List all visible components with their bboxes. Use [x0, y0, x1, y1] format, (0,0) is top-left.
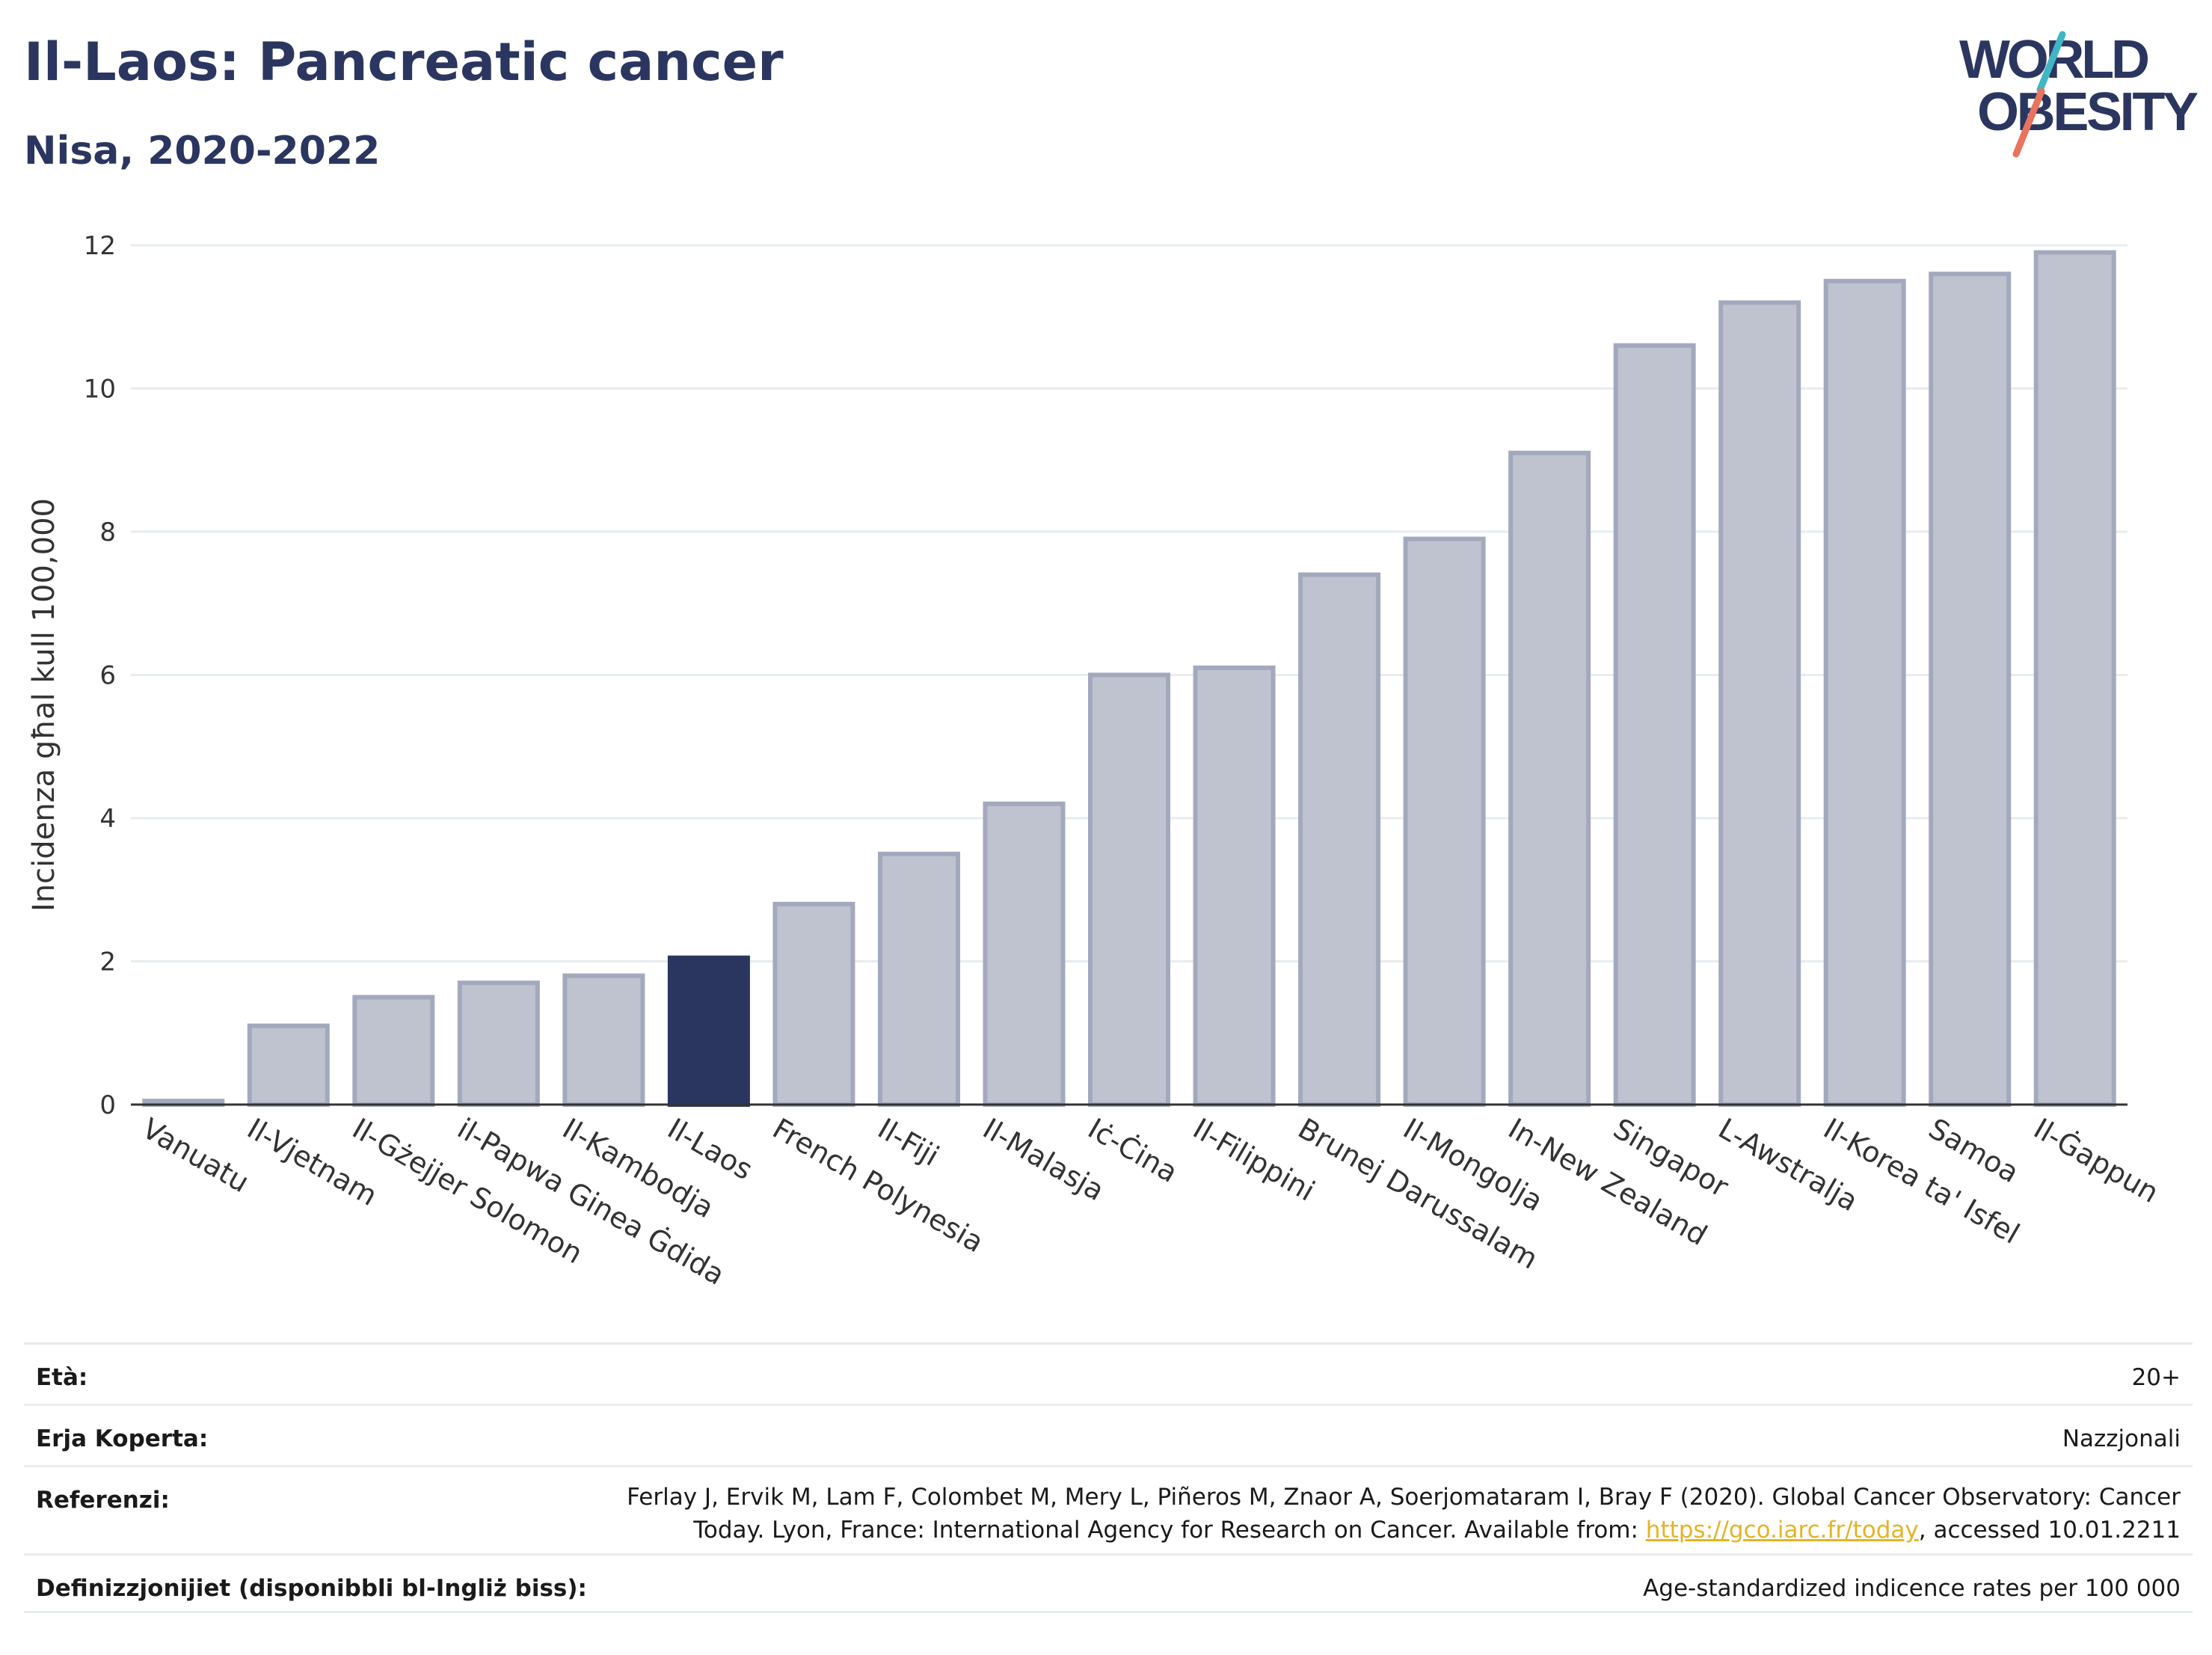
x-tick-label: Vanuatu	[137, 1112, 255, 1199]
logo-line-obesity: OBESITY	[1977, 82, 2199, 142]
bar-highlight	[667, 955, 750, 1108]
age-value: 20+	[2131, 1364, 2181, 1391]
definitions-label: Definizzjonijiet (disponibbli bl-Ingliż …	[36, 1575, 587, 1602]
y-tick-label: 0	[99, 1090, 116, 1120]
references-label: Referenzi:	[36, 1487, 170, 1514]
bar	[457, 980, 540, 1107]
bar	[877, 851, 960, 1107]
bar	[1929, 271, 2012, 1107]
meta-row-age: Età: 20+	[24, 1342, 2193, 1404]
y-tick-label: 2	[99, 948, 116, 977]
meta-row-definitions: Definizzjonijiet (disponibbli bl-Ingliż …	[24, 1553, 2193, 1613]
chart-title: Il-Laos: Pancreatic cancer	[24, 31, 784, 93]
bar	[2033, 250, 2116, 1108]
bar	[1508, 450, 1591, 1107]
x-tick-label: Il-Fiji	[872, 1112, 944, 1173]
y-tick-label: 4	[99, 804, 116, 834]
bar	[1823, 278, 1906, 1107]
y-tick-label: 10	[84, 375, 116, 405]
logo-slash-top	[2036, 31, 2066, 93]
reference-accessed: , accessed 10.01.2211	[1918, 1517, 2181, 1544]
bar	[562, 973, 645, 1108]
area-value: Nazzjonali	[2062, 1425, 2181, 1452]
metadata-table: Età: 20+ Erja Koperta: Nazzjonali Refere…	[24, 1342, 2193, 1613]
bar	[1298, 572, 1381, 1107]
meta-row-references: Referenzi: Ferlay J, Ervik M, Lam F, Col…	[24, 1465, 2193, 1553]
bar	[1403, 536, 1486, 1107]
references-value: Ferlay J, Ervik M, Lam F, Colombet M, Me…	[610, 1481, 2181, 1547]
area-label: Erja Koperta:	[36, 1425, 209, 1452]
logo-slash-bottom	[2012, 87, 2045, 158]
bar	[1718, 300, 1801, 1108]
x-tick-label: Il-Ġappun	[2028, 1112, 2164, 1209]
bar	[983, 801, 1066, 1107]
world-obesity-logo: WORLD OBESITY	[1959, 30, 2199, 158]
definitions-value: Age-standardized indicence rates per 100…	[1643, 1575, 2181, 1602]
bar	[352, 995, 435, 1107]
reference-link[interactable]: https://gco.iarc.fr/today	[1645, 1517, 1919, 1544]
age-label: Età:	[36, 1364, 88, 1391]
bar-chart: 0 2 4 6 8 10 12 Incidenza għal kull 100,000 Vanu…	[27, 231, 2164, 1292]
reference-text: Ferlay J, Ervik M, Lam F, Colombet M, Me…	[627, 1484, 2181, 1544]
bar	[1193, 665, 1276, 1107]
bar	[772, 901, 855, 1108]
chart-subtitle: Nisa, 2020-2022	[24, 129, 381, 174]
meta-row-area: Erja Koperta: Nazzjonali	[24, 1404, 2193, 1465]
bar	[1088, 672, 1170, 1107]
bar	[247, 1023, 330, 1108]
bar	[1613, 343, 1696, 1108]
y-tick-label: 12	[84, 231, 116, 261]
y-tick-label: 6	[99, 661, 116, 691]
y-tick-label: 8	[99, 518, 116, 547]
y-axis-title: Incidenza għal kull 100,000	[27, 498, 61, 912]
